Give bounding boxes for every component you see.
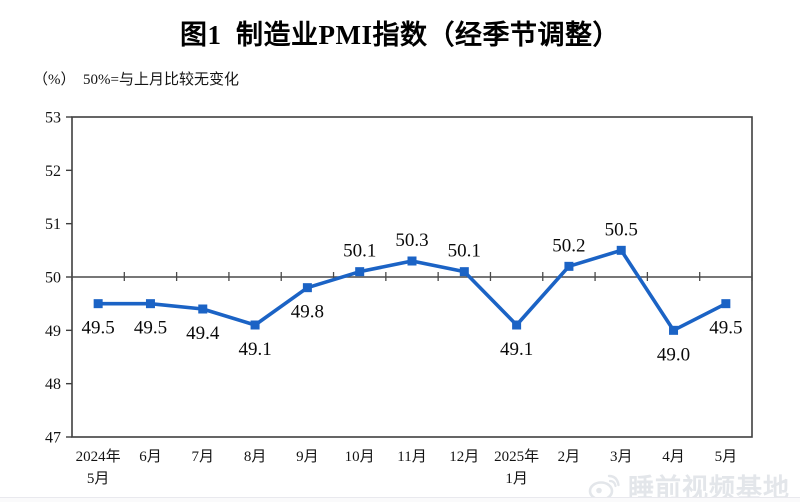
data-point-label: 49.0 [657, 344, 690, 365]
data-point-marker [302, 283, 312, 293]
axis-unit-note: （%） 50%=与上月比较无变化 [33, 72, 239, 88]
x-axis-label: 11月 [397, 449, 426, 465]
data-point-marker [198, 304, 208, 314]
data-point-label: 49.8 [291, 302, 324, 323]
data-point-marker [512, 320, 522, 330]
data-point-marker [250, 320, 260, 330]
chart-title: 图1 制造业PMI指数（经季节调整） [180, 20, 620, 50]
x-axis-label: 12月 [449, 449, 479, 465]
x-axis-label: 6月 [139, 449, 162, 465]
data-point-label: 49.5 [82, 318, 115, 339]
x-axis-label: 2025年 [494, 448, 539, 465]
x-axis-label: 8月 [244, 449, 267, 465]
data-point-marker [145, 299, 155, 309]
y-axis-label: 51 [45, 216, 61, 233]
y-axis-label: 47 [45, 430, 61, 447]
data-point-label: 50.3 [395, 230, 428, 251]
data-point-marker [616, 245, 626, 255]
bottom-separator [0, 497, 800, 502]
x-axis-label: 9月 [296, 449, 319, 465]
data-point-label: 49.4 [186, 323, 220, 344]
x-axis-label: 2月 [558, 449, 581, 465]
x-axis-label: 10月 [345, 449, 375, 465]
data-point-label: 49.1 [500, 339, 533, 360]
y-axis-label: 52 [45, 163, 61, 180]
data-point-label: 50.2 [552, 235, 585, 256]
x-axis-label: 1月 [505, 471, 528, 487]
data-point-marker [459, 267, 469, 277]
data-point-label: 50.1 [343, 241, 376, 262]
x-axis-label: 4月 [662, 449, 685, 465]
data-point-marker [407, 256, 417, 266]
data-point-marker [564, 261, 574, 271]
data-point-label: 49.5 [134, 318, 167, 339]
data-point-marker [355, 267, 365, 277]
data-point-label: 49.5 [709, 318, 742, 339]
data-point-label: 49.1 [238, 339, 271, 360]
y-axis-label: 53 [45, 110, 61, 127]
data-point-marker [93, 299, 103, 309]
y-axis-label: 50 [45, 270, 61, 287]
data-point-label: 50.5 [605, 219, 638, 240]
x-axis-label: 5月 [87, 471, 110, 487]
data-point-label: 50.1 [448, 241, 481, 262]
data-point-marker [669, 325, 679, 335]
y-axis-label: 48 [45, 376, 61, 393]
data-point-marker [721, 299, 731, 309]
x-axis-label: 5月 [715, 449, 738, 465]
x-axis-label: 7月 [192, 449, 215, 465]
y-axis-label: 49 [45, 323, 61, 340]
x-axis-label: 3月 [610, 449, 633, 465]
x-axis-label: 2024年 [76, 448, 121, 465]
